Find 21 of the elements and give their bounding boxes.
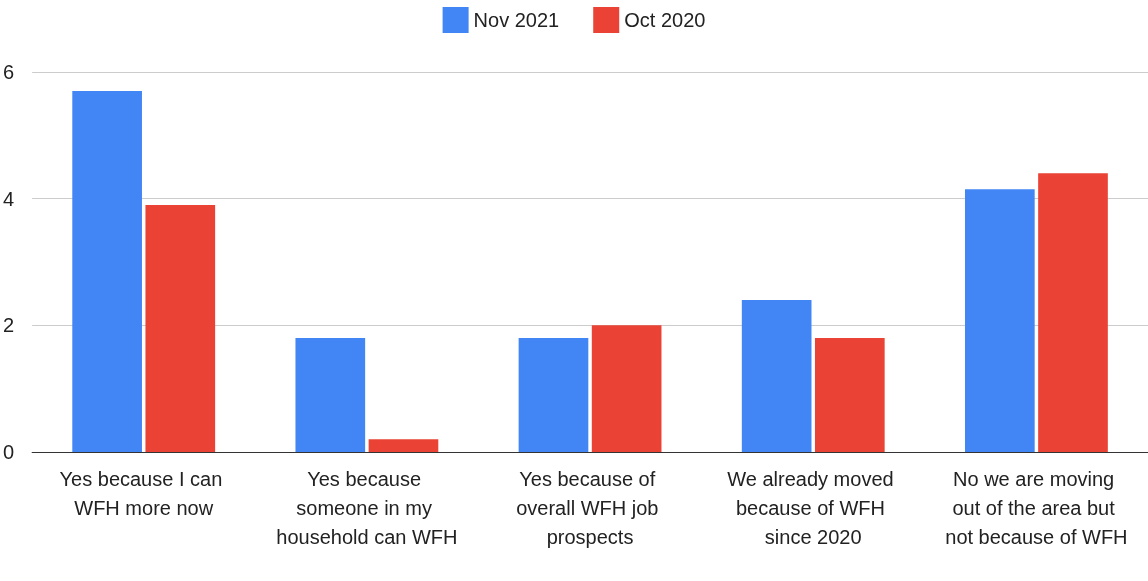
bar (368, 439, 439, 452)
x-tick-label: Yes because of overall WFH job prospects (516, 467, 664, 548)
y-tick-label: 2 (3, 314, 15, 337)
x-tick-label: No we are moving out of the area but not because of WFH (945, 467, 1128, 548)
bar (741, 300, 812, 452)
y-tick-label: 4 (3, 187, 15, 210)
x-tick-label: Yes because I can WFH more now (59, 467, 228, 519)
bar (295, 338, 366, 452)
y-tick-label: 0 (3, 441, 15, 463)
bar (591, 325, 662, 452)
y-tick-label: 6 (3, 61, 15, 83)
legend-label: Nov 2021 (473, 9, 560, 31)
bar (145, 205, 216, 452)
legend-label: Oct 2020 (624, 9, 706, 31)
bar (72, 91, 142, 452)
bar (965, 189, 1035, 452)
bar (1038, 173, 1108, 452)
bar (518, 338, 589, 452)
x-tick-label: Yes because someone in my household can WFH (276, 467, 458, 548)
bar (814, 338, 885, 452)
x-tick-label: We already moved because of WFH since 2020 (727, 467, 900, 548)
